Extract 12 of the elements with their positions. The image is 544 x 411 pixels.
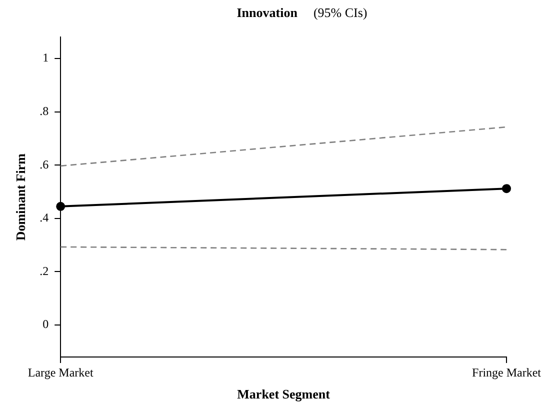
y-tick-label: .4 xyxy=(40,210,49,225)
x-tick-label: Fringe Market xyxy=(472,365,542,380)
x-tick-label: Large Market xyxy=(28,365,94,380)
y-tick-label: 0 xyxy=(42,317,49,332)
y-tick-label: .2 xyxy=(40,264,49,278)
y-tick-label: 1 xyxy=(42,50,49,65)
x-axis-title: Market Segment xyxy=(237,386,331,402)
y-axis-title: Dominant Firm xyxy=(13,153,28,241)
chart-title: Innovation xyxy=(236,5,298,20)
y-tick-label: .6 xyxy=(40,157,49,172)
y-tick-label: .8 xyxy=(40,104,49,118)
chart-subtitle: (95% CIs) xyxy=(313,5,368,20)
